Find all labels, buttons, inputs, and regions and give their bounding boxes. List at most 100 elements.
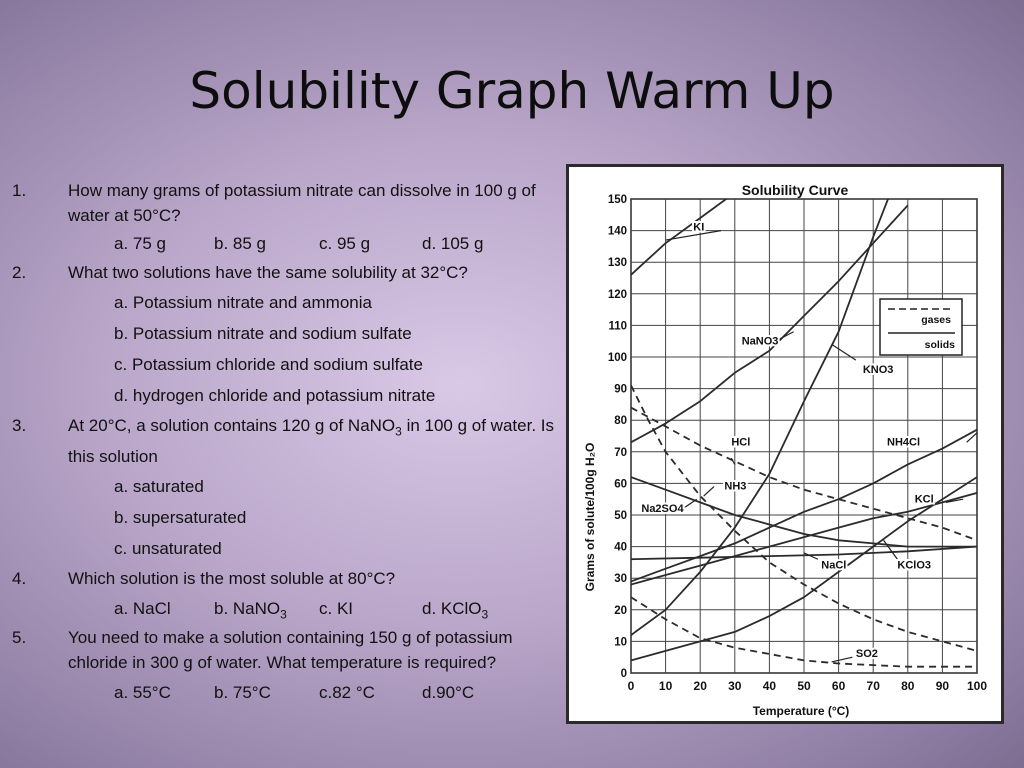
series-leader-nh4cl	[966, 432, 978, 443]
series-line-so2	[631, 596, 977, 668]
y-tick-label: 50	[614, 510, 627, 522]
x-tick-label: 40	[763, 679, 777, 693]
series-leader-kclo3	[883, 539, 898, 560]
series-leader-hcl	[730, 457, 736, 465]
series-line-nano3	[631, 204, 909, 444]
option-a: a. NaCl	[114, 599, 171, 619]
y-tick-label: 60	[614, 478, 627, 490]
option-b: b. supersaturated	[114, 508, 247, 528]
question-2-options: a. Potassium nitrate and ammonia b. Pota…	[12, 287, 572, 411]
question-text: What two solutions have the same solubil…	[68, 263, 468, 282]
chart-svg: Solubility Curve Temperature (°C) Grams …	[583, 182, 988, 718]
y-tick-label: 0	[621, 668, 627, 680]
series-leader-nh3	[703, 486, 715, 497]
series-label-na2so4: Na2SO4	[641, 503, 684, 515]
option-b: b. Potassium nitrate and sodium sulfate	[114, 324, 412, 343]
chart-title: Solubility Curve	[742, 182, 849, 198]
option-c: c.82 °C	[319, 683, 375, 703]
series-label-ki: KI	[693, 222, 704, 234]
y-tick-label: 120	[608, 289, 627, 301]
series-line-nh3	[631, 384, 977, 652]
y-tick-label: 70	[614, 447, 627, 459]
question-text-part: At 20°C, a solution contains 120 g of Na…	[68, 416, 396, 435]
option-a: a. saturated	[114, 477, 204, 497]
option-b: b. 85 g	[214, 234, 266, 253]
x-tick-label: 30	[728, 679, 742, 693]
y-axis-label: Grams of solute/100g H₂O	[583, 443, 597, 592]
y-tick-label: 40	[614, 542, 627, 554]
series-leader-nacl	[803, 552, 819, 560]
question-1: 1. How many grams of potassium nitrate c…	[12, 178, 572, 228]
question-text: You need to make a solution containing 1…	[68, 628, 513, 673]
question-number: 1.	[12, 181, 27, 200]
series-leader-ki	[665, 230, 722, 241]
series-label-nh3: NH3	[724, 481, 746, 493]
question-text: At 20°C, a solution contains 120 g of Na…	[68, 413, 572, 469]
series-label-kno3: KNO3	[863, 364, 894, 376]
y-tick-label: 130	[608, 257, 627, 269]
question-3: 3. At 20°C, a solution contains 120 g of…	[12, 413, 572, 469]
series-leader-so2	[831, 656, 853, 663]
series-line-kno3	[631, 199, 890, 636]
x-tick-label: 100	[967, 679, 987, 693]
slide-title: Solubility Graph Warm Up	[189, 62, 835, 120]
subscript: 3	[395, 424, 402, 439]
x-tick-label: 90	[936, 679, 950, 693]
series-leader-kno3	[831, 343, 857, 361]
question-3-options: a. saturated b. supersaturated c. unsatu…	[12, 471, 572, 564]
series-line-nh4cl	[631, 428, 977, 583]
option-c: c. 95 g	[319, 234, 371, 253]
x-tick-label: 60	[832, 679, 846, 693]
question-text: How many grams of potassium nitrate can …	[68, 181, 536, 225]
series-leader-kcl	[945, 498, 964, 503]
legend-gases-label: gases	[921, 314, 951, 326]
option-c: c. Potassium chloride and sodium sulfate	[114, 355, 423, 374]
grid	[630, 198, 978, 674]
series-leader-na2so4	[682, 498, 698, 510]
series-line-hcl	[631, 406, 977, 542]
series-line-ki	[631, 199, 728, 276]
x-tick-label: 50	[797, 679, 811, 693]
solubility-chart: Solubility Curve Temperature (°C) Grams …	[566, 164, 1004, 724]
question-1-options: a. 75 g b. 85 g c. 95 g d. 105 g	[12, 228, 572, 259]
question-number: 3.	[12, 416, 27, 435]
series-line-nacl	[631, 545, 977, 561]
series-leader-nano3	[769, 331, 794, 345]
series-label-kcl: KCl	[915, 493, 934, 505]
series-label-so2: SO2	[856, 648, 878, 660]
series-label-nh4cl: NH4Cl	[887, 436, 920, 448]
axis-ticks: 0 10 20 30 40 50 60 70 80 90 100 0 10 20 30 40 50 60 70 80 9…	[608, 194, 988, 693]
series-label-hcl: HCl	[731, 436, 750, 448]
option-d: d. hydrogen chloride and potassium nitra…	[114, 386, 436, 405]
question-list: 1. How many grams of potassium nitrate c…	[12, 178, 572, 708]
option-a: a. 55°C	[114, 683, 171, 703]
question-text: Which solution is the most soluble at 80…	[68, 569, 396, 589]
option-d: d. 105 g	[422, 234, 484, 253]
y-tick-label: 10	[614, 636, 627, 648]
question-5: 5. You need to make a solution containin…	[12, 625, 572, 675]
question-4: 4. Which solution is the most soluble at…	[12, 566, 572, 591]
series-label-nano3: NaNO3	[742, 335, 779, 347]
series-label-nacl: NaCl	[821, 560, 846, 572]
series-labels: KI NaNO3 KNO3 HCl NH3 Na2SO4 NH4Cl KCl NaCl KClO3…	[639, 220, 978, 663]
question-number: 4.	[12, 569, 27, 589]
x-tick-label: 70	[867, 679, 881, 693]
option-d: d. KClO3	[422, 593, 488, 624]
series-group	[631, 199, 977, 668]
y-tick-label: 30	[614, 573, 627, 585]
option-b: b. 75°C	[214, 683, 271, 703]
series-label-kclo3: KClO3	[897, 560, 931, 572]
option-c: c. unsaturated	[114, 539, 222, 559]
subscript: 3	[280, 607, 287, 622]
series-line-kclo3	[631, 476, 977, 662]
y-tick-label: 140	[608, 226, 627, 238]
y-tick-label: 150	[608, 194, 627, 206]
option-c: c. KI	[319, 599, 354, 619]
x-tick-label: 20	[694, 679, 708, 693]
series-line-kcl	[631, 492, 977, 586]
x-tick-label: 10	[659, 679, 673, 693]
legend: gases solids	[879, 298, 963, 356]
x-tick-label: 0	[628, 679, 635, 693]
y-tick-label: 110	[608, 320, 627, 332]
subscript: 3	[481, 607, 489, 622]
